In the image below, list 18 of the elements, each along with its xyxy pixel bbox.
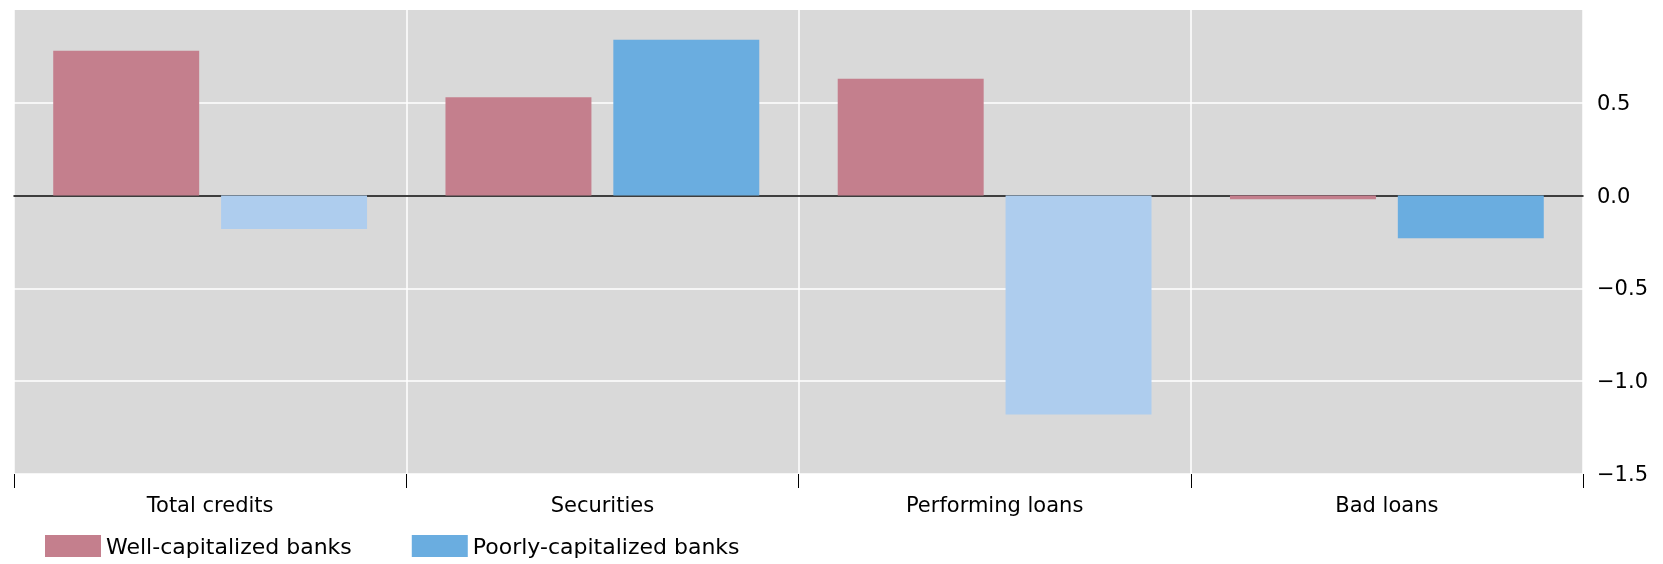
bar xyxy=(613,39,760,196)
x-tick-label: Securities xyxy=(550,492,655,517)
bar xyxy=(53,50,200,196)
y-tick-label: 0.5 xyxy=(1597,90,1631,115)
legend-label: Well-capitalized banks xyxy=(106,533,352,559)
bar xyxy=(1397,195,1544,239)
y-tick-label: −1.5 xyxy=(1597,462,1648,486)
x-tick-label: Total credits xyxy=(145,492,274,517)
legend-label: Poorly-capitalized banks xyxy=(472,533,740,559)
x-tick-label: Bad loans xyxy=(1335,492,1439,517)
bar xyxy=(445,97,592,196)
x-tick-label: Performing loans xyxy=(905,492,1084,517)
bar xyxy=(221,195,368,230)
y-tick-label: −0.5 xyxy=(1597,276,1648,301)
bar xyxy=(1005,195,1152,415)
bar xyxy=(837,78,984,196)
y-tick-label: 0.0 xyxy=(1597,183,1631,208)
y-tick-label: −1.0 xyxy=(1597,369,1648,394)
